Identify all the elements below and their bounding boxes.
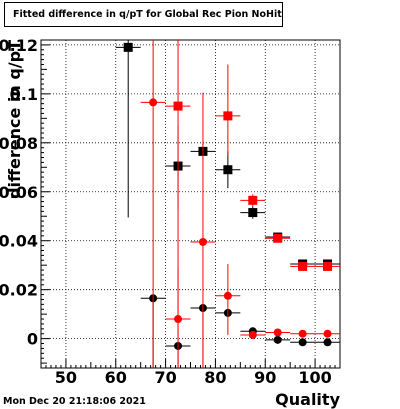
axis-ticks bbox=[40, 39, 341, 369]
data-point bbox=[165, 267, 191, 368]
data-marks bbox=[115, 40, 340, 368]
data-point bbox=[240, 194, 266, 207]
y-tick-label: 0 bbox=[27, 330, 38, 349]
x-tick-label: 90 bbox=[254, 368, 276, 387]
circle-marker bbox=[298, 338, 307, 347]
x-tick-label: 50 bbox=[55, 368, 77, 387]
x-tick-label: 60 bbox=[105, 368, 127, 387]
circle-marker bbox=[198, 237, 207, 246]
data-point bbox=[265, 335, 291, 344]
axis-labels: 50 60 70 80 90 100 0 0.02 0.04 0.06 0.08 0.1 0.12 Qua… bbox=[0, 36, 341, 409]
circle-marker bbox=[273, 328, 282, 337]
square-marker bbox=[123, 42, 133, 52]
data-point bbox=[290, 329, 316, 338]
square-marker bbox=[223, 111, 233, 121]
data-point bbox=[290, 338, 316, 347]
x-tick-label: 100 bbox=[298, 368, 331, 387]
data-point bbox=[315, 329, 340, 338]
data-point bbox=[190, 92, 216, 368]
y-tick-label: 0.06 bbox=[0, 183, 38, 202]
circle-marker bbox=[248, 330, 257, 339]
data-point bbox=[265, 328, 291, 337]
circle-marker bbox=[223, 291, 232, 300]
circle-marker bbox=[298, 329, 307, 338]
circle-marker bbox=[323, 329, 332, 338]
y-tick-label: 0.08 bbox=[0, 134, 38, 153]
y-tick-label: 0.04 bbox=[0, 232, 38, 251]
data-point bbox=[215, 151, 241, 189]
data-point bbox=[315, 261, 340, 271]
y-tick-label: 0.02 bbox=[0, 281, 38, 300]
circle-marker bbox=[323, 338, 332, 347]
square-marker bbox=[273, 233, 283, 243]
circle-marker bbox=[174, 315, 183, 324]
square-marker bbox=[298, 261, 308, 271]
chart-title: Fitted difference in q/pT for Global Rec… bbox=[4, 2, 283, 27]
square-marker bbox=[173, 101, 183, 111]
timestamp: Mon Dec 20 21:18:06 2021 bbox=[3, 396, 146, 407]
data-point bbox=[115, 40, 141, 218]
data-point bbox=[215, 263, 241, 335]
circle-marker bbox=[273, 335, 282, 344]
data-point bbox=[290, 261, 316, 271]
square-marker bbox=[248, 208, 258, 218]
x-tick-label: 80 bbox=[204, 368, 226, 387]
x-tick-label: 70 bbox=[154, 368, 176, 387]
y-axis-title: difference in q/pT bbox=[5, 40, 24, 199]
data-point bbox=[140, 40, 166, 368]
square-marker bbox=[223, 165, 233, 175]
square-marker bbox=[323, 261, 333, 271]
circle-marker bbox=[149, 98, 158, 107]
y-tick-label: 0.1 bbox=[10, 85, 38, 104]
data-point bbox=[240, 206, 266, 219]
data-point bbox=[315, 338, 340, 347]
data-point bbox=[240, 330, 266, 339]
y-tick-label: 0.12 bbox=[0, 36, 38, 55]
data-point bbox=[265, 233, 291, 243]
x-axis-title: Quality bbox=[275, 390, 340, 409]
data-point bbox=[215, 64, 241, 157]
square-marker bbox=[248, 195, 258, 205]
